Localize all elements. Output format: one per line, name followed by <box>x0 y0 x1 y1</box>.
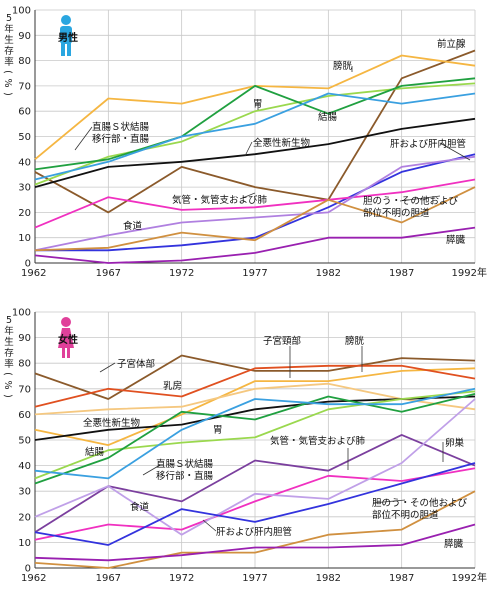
x-tick-label: 1992年 <box>452 571 487 584</box>
y-tick-label: 10 <box>18 538 31 549</box>
y-tick-label: 70 <box>18 81 31 92</box>
y-tick-label: 60 <box>18 107 31 118</box>
y-axis-label-char: 存 <box>4 45 14 57</box>
female-icon-head <box>61 317 71 327</box>
annotation-rectum: 直腸Ｓ状結腸 <box>92 121 150 133</box>
y-tick-label: 50 <box>18 132 31 143</box>
annotation-liver: 肝および肝内胆管 <box>390 138 466 150</box>
annotation-all: 全悪性新生物 <box>83 417 141 429</box>
y-tick-label: 100 <box>12 308 31 319</box>
y-tick-label: 90 <box>18 31 31 42</box>
y-tick-label: 40 <box>18 157 31 168</box>
y-tick-label: 20 <box>18 512 31 523</box>
y-tick-label: 10 <box>18 233 31 244</box>
annotation-gallbladder: 胆のう・その他および <box>363 195 459 207</box>
y-tick-label: 90 <box>18 333 31 344</box>
annotation-colon: 結腸 <box>318 111 338 123</box>
y-axis-label-char: % <box>2 380 13 389</box>
male-icon-head <box>61 15 71 25</box>
y-axis-label-char: ( <box>2 372 13 376</box>
x-tick-label: 1987 <box>389 268 414 279</box>
y-tick-label: 80 <box>18 359 31 370</box>
panel-title: 女性 <box>58 333 78 346</box>
annotation-cervix: 子宮頸部 <box>263 335 301 347</box>
y-tick-label: 50 <box>18 436 31 447</box>
x-tick-label: 1977 <box>242 573 267 584</box>
male-icon-leg <box>61 42 65 56</box>
annotation-stomach: 胃 <box>213 425 223 436</box>
x-tick-label: 1977 <box>242 268 267 279</box>
y-axis-label-char: ) <box>2 92 13 96</box>
y-axis-label: 5年生存率 (%) <box>2 13 14 96</box>
y-tick-label: 100 <box>12 6 31 17</box>
y-axis-label-char: ) <box>2 394 13 398</box>
y-axis-label-char: 率 <box>4 358 14 370</box>
x-tick-label: 1967 <box>96 268 121 279</box>
annotation-esophagus: 食道 <box>130 501 150 513</box>
y-tick-label: 30 <box>18 183 31 194</box>
annotation-gallbladder: 部位不明の胆道 <box>363 207 430 219</box>
x-tick-label: 1967 <box>96 573 121 584</box>
annotation-prostate: 前立腺 <box>437 38 466 50</box>
annotation-rectum: 移行部・直腸 <box>92 133 150 145</box>
x-tick-label: 1982 <box>316 268 341 279</box>
annotation-rectum: 直腸Ｓ状結腸 <box>156 458 214 470</box>
y-axis-label-char: 存 <box>4 347 14 359</box>
annotation-stomach: 胃 <box>253 99 263 110</box>
y-axis-label-char: 5 <box>6 315 12 326</box>
female-icon-leg <box>62 348 65 358</box>
annotation-esophagus: 食道 <box>123 220 143 232</box>
x-tick-label: 1962 <box>21 573 46 584</box>
y-axis-label-char: ( <box>2 70 13 74</box>
y-axis-label-char: % <box>2 78 13 87</box>
female-icon-leg <box>67 348 70 358</box>
x-tick-label: 1962 <box>21 268 46 279</box>
annotation-bladder: 膀胱 <box>333 60 353 72</box>
chart-panel-female: 01020304050607080901001962 1967 1972 1977 19… <box>2 308 487 585</box>
annotation-pancreas: 膵臓 <box>446 235 466 246</box>
annotation-gallbladder: 部位不明の胆道 <box>372 509 439 521</box>
y-tick-label: 60 <box>18 410 31 421</box>
y-tick-label: 20 <box>18 208 31 219</box>
annotation-all: 全悪性新生物 <box>253 137 311 149</box>
annotation-pancreas: 膵臓 <box>444 539 464 550</box>
annotation-breast: 乳房 <box>163 380 182 392</box>
x-tick-label: 1987 <box>389 573 414 584</box>
male-icon-leg <box>67 42 71 56</box>
y-axis-label-char: 年 <box>4 23 14 35</box>
x-tick-label: 1972 <box>169 573 194 584</box>
annotation-colon: 結腸 <box>85 446 105 458</box>
y-axis-label-char: 生 <box>4 34 14 46</box>
chart-panel-male: 01020304050607080901001962 1967 1972 1977 19… <box>2 6 487 280</box>
annotation-ovary: 卵巣 <box>445 437 465 449</box>
x-tick-label: 1982 <box>316 573 341 584</box>
annotation-liver: 肝および肝内胆管 <box>216 526 292 538</box>
y-axis-label-char: 5 <box>6 13 12 24</box>
x-tick-label: 1992年 <box>452 266 487 279</box>
y-axis-label-char: 年 <box>4 325 14 337</box>
y-axis-label-char: 生 <box>4 336 14 348</box>
x-tick-label: 1972 <box>169 268 194 279</box>
annotation-gallbladder: 胆のう・その他および <box>372 497 468 509</box>
y-tick-label: 40 <box>18 461 31 472</box>
annotation-bladder: 膀胱 <box>345 335 365 347</box>
y-axis-label-char: 率 <box>4 56 14 68</box>
annotation-lung: 気管・気管支および肺 <box>270 435 366 447</box>
annotation-rectum: 移行部・直腸 <box>156 470 214 482</box>
y-tick-label: 70 <box>18 384 31 395</box>
annotation-lung: 気管・気管支および肺 <box>172 194 268 206</box>
y-tick-label: 30 <box>18 487 31 498</box>
annotation-uterus-body: 子宮体部 <box>117 358 155 370</box>
panel-title: 男性 <box>58 31 78 44</box>
y-tick-label: 80 <box>18 56 31 67</box>
